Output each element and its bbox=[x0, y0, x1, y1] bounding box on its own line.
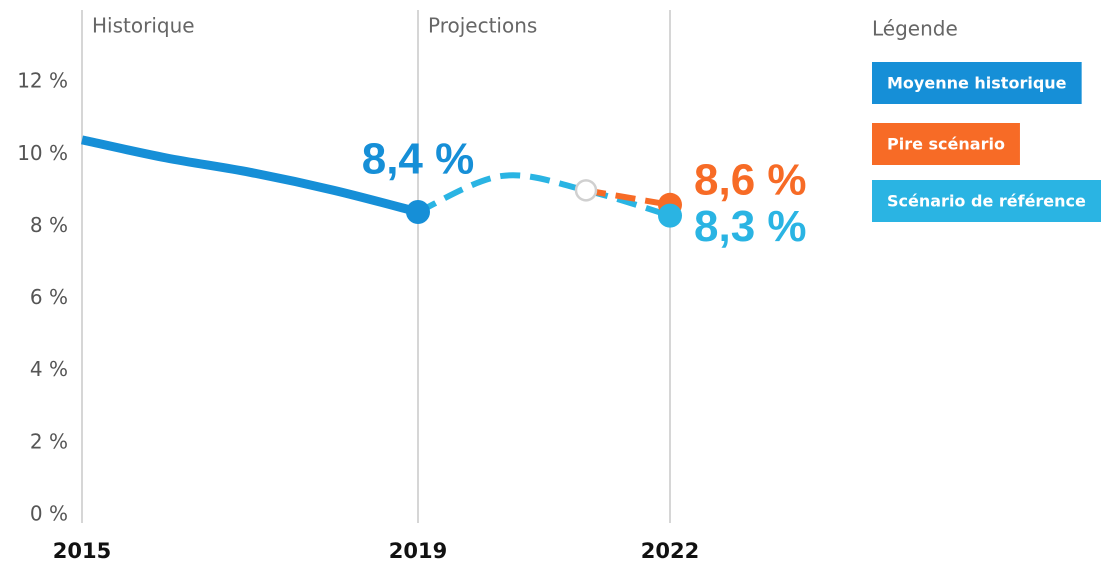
section-label: Projections bbox=[428, 14, 537, 38]
point-marker bbox=[406, 200, 430, 224]
y-tick-label: 0 % bbox=[30, 502, 68, 526]
legend-title: Légende bbox=[872, 17, 958, 41]
y-tick-label: 6 % bbox=[30, 285, 68, 309]
series-line bbox=[416, 172, 671, 219]
legend-item: Scénario de référence bbox=[872, 180, 1101, 222]
y-tick-label: 2 % bbox=[30, 429, 68, 453]
y-tick-label: 10 % bbox=[17, 141, 68, 165]
y-tick-label: 8 % bbox=[30, 213, 68, 237]
x-tick-label: 2015 bbox=[53, 539, 111, 563]
legend-swatch bbox=[872, 180, 1101, 222]
legend-item: Moyenne historique bbox=[872, 62, 1082, 104]
series-line bbox=[81, 135, 420, 217]
legend-label: Scénario de référence bbox=[887, 192, 1086, 211]
legend-swatch bbox=[872, 62, 1082, 104]
x-tick-label: 2022 bbox=[641, 539, 699, 563]
value-label: 8,4 % bbox=[362, 135, 475, 184]
legend-item: Pire scénario bbox=[872, 123, 1020, 165]
legend-swatch bbox=[872, 123, 1020, 165]
value-label: 8,3 % bbox=[694, 202, 807, 251]
junction-marker bbox=[574, 179, 598, 202]
section-label: Historique bbox=[92, 14, 195, 38]
value-label: 8,6 % bbox=[694, 155, 807, 204]
x-tick-label: 2019 bbox=[389, 539, 447, 563]
legend-label: Moyenne historique bbox=[887, 74, 1067, 93]
point-marker bbox=[658, 203, 682, 228]
legend-label: Pire scénario bbox=[887, 135, 1005, 154]
y-tick-label: 4 % bbox=[30, 357, 68, 381]
y-tick-label: 12 % bbox=[17, 69, 68, 93]
